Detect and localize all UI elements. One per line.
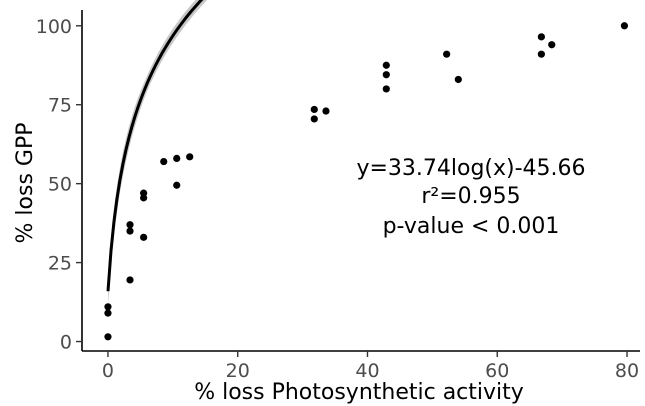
- y-tick-label: 50: [48, 174, 72, 196]
- data-point: [160, 157, 168, 166]
- data-point: [443, 50, 451, 58]
- data-point: [186, 153, 194, 161]
- data-point: [310, 115, 318, 123]
- data-point: [126, 221, 134, 229]
- x-tick-label: 40: [355, 360, 379, 382]
- annotation-r-squared: r²=0.955: [421, 184, 520, 209]
- data-point: [537, 33, 545, 41]
- y-tick-label: 25: [48, 253, 72, 275]
- data-point: [140, 189, 148, 197]
- x-ticks: 0 20 40 60 80: [102, 351, 639, 382]
- data-point: [322, 107, 330, 115]
- y-tick-label: 100: [36, 16, 72, 38]
- y-tick-label: 75: [48, 95, 72, 117]
- data-point: [382, 71, 390, 79]
- scatter-points: [104, 22, 629, 341]
- data-point: [126, 276, 134, 284]
- y-axis-title: % loss GPP: [13, 123, 38, 244]
- data-point: [537, 50, 545, 58]
- annotation-p-value: p-value < 0.001: [383, 214, 560, 239]
- data-point: [620, 22, 629, 30]
- data-point: [382, 61, 390, 69]
- data-point: [104, 333, 112, 341]
- data-point: [548, 41, 556, 49]
- data-point: [173, 154, 181, 162]
- x-tick-label: 20: [226, 360, 250, 382]
- fit-line: [106, 0, 204, 292]
- data-point: [104, 303, 112, 311]
- annotation-equation: y=33.74log(x)-45.66: [356, 156, 585, 181]
- data-point: [104, 309, 112, 317]
- data-point: [126, 227, 134, 235]
- x-tick-label: 0: [102, 360, 114, 382]
- data-point: [140, 233, 148, 241]
- x-tick-label: 60: [485, 360, 509, 382]
- data-point: [382, 85, 390, 93]
- y-ticks: 0 25 50 75 100: [36, 16, 82, 354]
- x-tick-label: 80: [615, 360, 639, 382]
- data-point: [310, 105, 318, 114]
- data-point: [173, 181, 181, 189]
- x-axis-title: % loss Photosynthetic activity: [194, 380, 524, 405]
- y-tick-label: 0: [60, 332, 72, 354]
- confidence-band: [108, 0, 208, 306]
- data-point: [454, 75, 462, 84]
